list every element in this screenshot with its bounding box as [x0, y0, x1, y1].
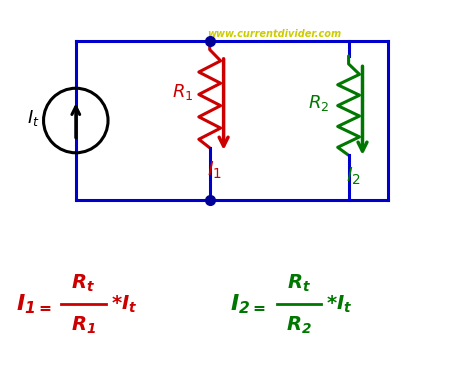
Text: $I_t$: $I_t$ [27, 108, 40, 128]
Text: $\bfit{R_t}$: $\bfit{R_t}$ [287, 273, 311, 294]
Text: $I_1$: $I_1$ [207, 160, 222, 181]
Text: $I_2$: $I_2$ [346, 165, 361, 187]
Text: $R_2$: $R_2$ [308, 93, 329, 113]
Text: $R_1$: $R_1$ [172, 82, 193, 102]
Text: $\bfit{R_1}$: $\bfit{R_1}$ [71, 314, 96, 336]
Text: $\bfit{R_t}$: $\bfit{R_t}$ [71, 273, 95, 294]
Text: $\bfit{I}_{1=}$: $\bfit{I}_{1=}$ [16, 292, 52, 316]
Text: $\bfit{* I_t}$: $\bfit{* I_t}$ [110, 293, 137, 315]
Text: $\bfit{* I_t}$: $\bfit{* I_t}$ [326, 293, 353, 315]
Text: www.currentdivider.com: www.currentdivider.com [207, 28, 341, 39]
Text: $\bfit{I}_{2=}$: $\bfit{I}_{2=}$ [229, 292, 265, 316]
Text: $\bfit{R_2}$: $\bfit{R_2}$ [286, 314, 312, 336]
